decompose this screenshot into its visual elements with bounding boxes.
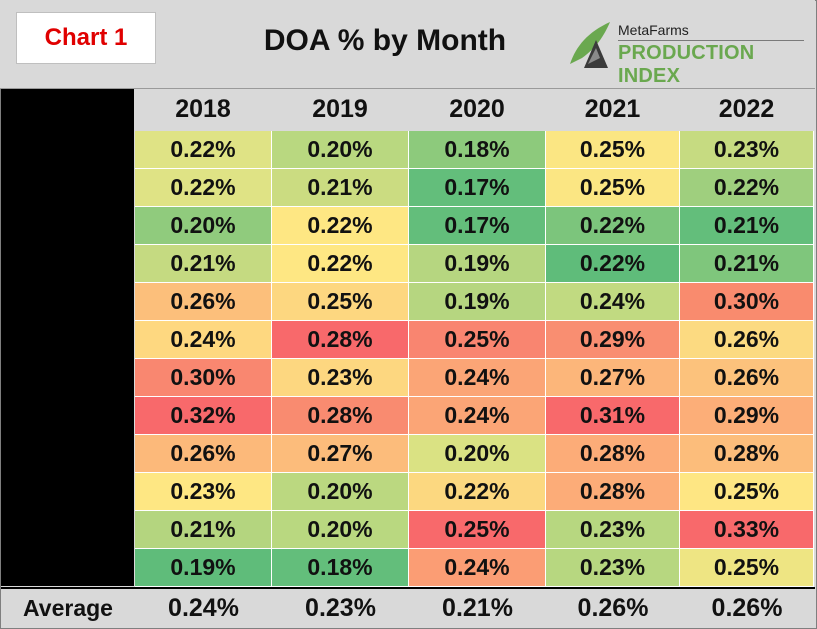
table-cell: 0.21% xyxy=(135,511,272,549)
column-header-2019: 2019 xyxy=(272,89,409,131)
table-cell: 0.24% xyxy=(135,321,272,359)
chart-header: Chart 1 DOA % by Month MetaFarms PRODUCT… xyxy=(0,0,815,89)
table-cell: 0.25% xyxy=(272,283,409,321)
table-cell: 0.19% xyxy=(409,245,546,283)
table-cell: 0.21% xyxy=(680,207,814,245)
average-value: 0.21% xyxy=(442,593,513,622)
row-label-column xyxy=(1,89,134,586)
table-cell: 0.22% xyxy=(546,207,680,245)
logo-divider xyxy=(618,40,804,41)
table-cell: 0.25% xyxy=(680,473,814,511)
table-cell: 0.20% xyxy=(272,473,409,511)
table-cell: 0.20% xyxy=(272,131,409,169)
table-cell: 0.29% xyxy=(546,321,680,359)
table-cell: 0.23% xyxy=(272,359,409,397)
table-cell: 0.25% xyxy=(546,131,680,169)
column-header-2018: 2018 xyxy=(135,89,272,131)
table-cell: 0.32% xyxy=(135,397,272,435)
table-cell: 0.19% xyxy=(409,283,546,321)
logo-product-text: PRODUCTION INDEX xyxy=(618,42,755,87)
table-cell: 0.28% xyxy=(546,435,680,473)
table-cell: 0.25% xyxy=(409,321,546,359)
column-header-2021: 2021 xyxy=(546,89,680,131)
table-cell: 0.22% xyxy=(135,131,272,169)
chart-title: DOA % by Month xyxy=(263,24,507,57)
table-cell: 0.23% xyxy=(680,131,814,169)
table-cell: 0.33% xyxy=(680,511,814,549)
chart-badge: Chart 1 xyxy=(16,12,156,64)
average-value: 0.26% xyxy=(711,593,783,622)
table-cell: 0.23% xyxy=(546,511,680,549)
table-cell: 0.30% xyxy=(680,283,814,321)
table-cell: 0.28% xyxy=(272,321,409,359)
table-cell: 0.22% xyxy=(546,245,680,283)
table-cell: 0.24% xyxy=(409,359,546,397)
table-cell: 0.21% xyxy=(272,169,409,207)
column-header-2020: 2020 xyxy=(409,89,546,131)
table-cell: 0.20% xyxy=(135,207,272,245)
table-cell: 0.26% xyxy=(680,359,814,397)
column-header-2022: 2022 xyxy=(680,89,814,131)
table-cell: 0.28% xyxy=(272,397,409,435)
average-value: 0.26% xyxy=(577,593,649,622)
table-cell: 0.22% xyxy=(272,207,409,245)
table-cell: 0.19% xyxy=(135,549,272,587)
table-cell: 0.31% xyxy=(546,397,680,435)
table-cell: 0.22% xyxy=(135,169,272,207)
table-cell: 0.23% xyxy=(135,473,272,511)
table-cell: 0.17% xyxy=(409,169,546,207)
average-row: Average 0.24% 0.23% 0.21% 0.26% 0.26% xyxy=(1,587,815,627)
table-cell: 0.17% xyxy=(409,207,546,245)
table-cell: 0.23% xyxy=(546,549,680,587)
table-cell: 0.24% xyxy=(546,283,680,321)
table-cell: 0.22% xyxy=(272,245,409,283)
average-label: Average xyxy=(23,594,113,621)
table-cell: 0.28% xyxy=(680,435,814,473)
table-cell: 0.21% xyxy=(680,245,814,283)
table-cell: 0.24% xyxy=(409,549,546,587)
table-cell: 0.30% xyxy=(135,359,272,397)
table-cell: 0.20% xyxy=(409,435,546,473)
table-cell: 0.26% xyxy=(135,283,272,321)
table-cell: 0.20% xyxy=(272,511,409,549)
table-cell: 0.25% xyxy=(409,511,546,549)
logo-brand-text: MetaFarms xyxy=(618,22,689,38)
table-cell: 0.18% xyxy=(409,131,546,169)
table-cell: 0.26% xyxy=(135,435,272,473)
table-cell: 0.27% xyxy=(546,359,680,397)
table-cell: 0.25% xyxy=(546,169,680,207)
table-cell: 0.21% xyxy=(135,245,272,283)
table-cell: 0.27% xyxy=(272,435,409,473)
table-cell: 0.28% xyxy=(546,473,680,511)
average-value: 0.23% xyxy=(305,593,376,622)
metafarms-logo: MetaFarms PRODUCTION INDEX xyxy=(566,18,810,87)
table-cell: 0.29% xyxy=(680,397,814,435)
table-cell: 0.26% xyxy=(680,321,814,359)
table-cell: 0.18% xyxy=(272,549,409,587)
metafarms-leaf-icon xyxy=(570,22,610,68)
table-cell: 0.24% xyxy=(409,397,546,435)
average-value: 0.24% xyxy=(168,593,239,622)
table-cell: 0.25% xyxy=(680,549,814,587)
table-cell: 0.22% xyxy=(409,473,546,511)
table-cell: 0.22% xyxy=(680,169,814,207)
